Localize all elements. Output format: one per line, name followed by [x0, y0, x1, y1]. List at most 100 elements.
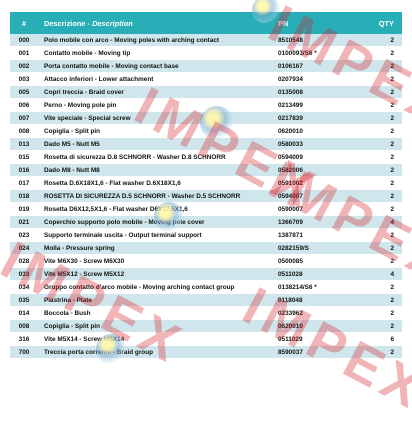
cell-pos: 016 — [10, 163, 38, 177]
table-row: 016 Dado M8 - Nutt M8 0582006 2 — [10, 163, 402, 177]
cell-qty: 2 — [364, 34, 402, 47]
table-row: 001 Contatto mobile - Moving tip 0100093/S… — [10, 46, 402, 60]
table-row: 035 Piastrina - Plate 0118048 2 — [10, 293, 402, 307]
cell-pos: 001 — [10, 46, 38, 60]
cell-description: Dado M8 - Nutt M8 — [38, 163, 272, 177]
cell-pos: 018 — [10, 189, 38, 203]
cell-description: Porta contatto mobile - Moving contact b… — [38, 59, 272, 73]
cell-pn: 0620010 — [272, 319, 364, 333]
cell-qty: 2 — [364, 72, 402, 86]
cell-pn: 0590007 — [272, 202, 364, 216]
cell-pn: 0217839 — [272, 111, 364, 125]
cell-description: Rosetta D6X12,5X1,6 - Flat washer D6X12,… — [38, 202, 272, 216]
cell-description: Vite M6X30 - Screw M6X30 — [38, 254, 272, 268]
table-row: 006 Perno - Moving pole pin 0213499 2 — [10, 98, 402, 112]
cell-pn: 0594009 — [272, 150, 364, 164]
table-row: 014 Boccola - Bush 0233962 2 — [10, 306, 402, 320]
col-header-pn: PN — [272, 12, 364, 34]
cell-pos: 008 — [10, 124, 38, 138]
cell-description: Vite M5X14 - Screw M5X14 — [38, 332, 272, 346]
cell-description: Attacco inferiori - Lower attachment — [38, 72, 272, 86]
cell-qty: 2 — [364, 202, 402, 216]
cell-qty: 2 — [364, 254, 402, 268]
cell-pos: 000 — [10, 34, 38, 47]
cell-description: Piastrina - Plate — [38, 293, 272, 307]
cell-pn: 1387871 — [272, 228, 364, 242]
cell-description: Boccola - Bush — [38, 306, 272, 320]
cell-pos: 035 — [10, 293, 38, 307]
table-row: 005 Copri treccia - Braid cover 0135008 2 — [10, 85, 402, 99]
table-row: 316 Vite M5X14 - Screw M5X14 0511029 6 — [10, 332, 402, 346]
cell-qty: 2 — [364, 176, 402, 190]
cell-pos: 021 — [10, 215, 38, 229]
cell-pn: 0582006 — [272, 163, 364, 177]
cell-pos: 002 — [10, 59, 38, 73]
cell-pos: 005 — [10, 85, 38, 99]
cell-pos: 006 — [10, 98, 38, 112]
table-row: 008 Copiglia - Split pin 0620010 2 — [10, 319, 402, 333]
col-header-pos: # — [10, 12, 38, 34]
cell-qty: 2 — [364, 241, 402, 255]
table-row: 015 Rosetta di sicurezza D.8 SCHNORR - Wa… — [10, 150, 402, 164]
cell-qty: 2 — [364, 345, 402, 359]
cell-description: Coperchio supporto polo mobile - Moving … — [38, 215, 272, 229]
table-row: 018 ROSETTA DI SICUREZZA D.5 SCHNORR - Wa… — [10, 189, 402, 203]
cell-pos: 033 — [10, 267, 38, 281]
col-header-description-it: Descrizione - — [44, 18, 93, 28]
cell-pos: 008 — [10, 319, 38, 333]
table-header-row: # Descrizione - Description PN QTY — [10, 12, 402, 34]
cell-qty: 6 — [364, 332, 402, 346]
cell-description: Vite speciale - Special screw — [38, 111, 272, 125]
table-row: 003 Attacco inferiori - Lower attachment 0… — [10, 72, 402, 86]
cell-description: Copri treccia - Braid cover — [38, 85, 272, 99]
cell-description: Contatto mobile - Moving tip — [38, 46, 272, 60]
cell-pn: 0213499 — [272, 98, 364, 112]
table-row: 002 Porta contatto mobile - Moving contac… — [10, 59, 402, 73]
cell-pos: 023 — [10, 228, 38, 242]
cell-pn: 1366709 — [272, 215, 364, 229]
cell-pn: 0511029 — [272, 332, 364, 346]
cell-pos: 017 — [10, 176, 38, 190]
cell-qty: 2 — [364, 228, 402, 242]
cell-pn: 0500085 — [272, 254, 364, 268]
table-row: 024 Molla - Pressure spring 0282159/S 2 — [10, 241, 402, 255]
table-row: 017 Rosetta D.6X18X1,6 - Flat washer D.6X… — [10, 176, 402, 190]
cell-pn: 0135008 — [272, 85, 364, 99]
cell-qty: 2 — [364, 46, 402, 60]
table-row: 013 Dado M5 - Nutt M5 0580033 2 — [10, 137, 402, 151]
cell-pos: 028 — [10, 254, 38, 268]
table-row: 019 Rosetta D6X12,5X1,6 - Flat washer D6X… — [10, 202, 402, 216]
cell-qty: 2 — [364, 189, 402, 203]
cell-qty: 2 — [364, 98, 402, 112]
table-row: 008 Copiglia - Split pin 0620010 2 — [10, 124, 402, 138]
cell-description: Dado M5 - Nutt M5 — [38, 137, 272, 151]
table-row: 021 Coperchio supporto polo mobile - Movi… — [10, 215, 402, 229]
cell-qty: 4 — [364, 267, 402, 281]
cell-qty: 2 — [364, 59, 402, 73]
cell-description: Vite M5X12 - Screw M5X12 — [38, 267, 272, 281]
cell-pn: 0100093/S6 * — [272, 46, 364, 60]
cell-pn: 0591002 — [272, 176, 364, 190]
cell-description: Rosetta di sicurezza D.8 SCHNORR - Washe… — [38, 150, 272, 164]
cell-pos: 014 — [10, 306, 38, 320]
cell-description: Molla - Pressure spring — [38, 241, 272, 255]
cell-pos: 013 — [10, 137, 38, 151]
cell-pn: 0118048 — [272, 293, 364, 307]
cell-pos: 316 — [10, 332, 38, 346]
cell-qty: 2 — [364, 319, 402, 333]
cell-pos: 015 — [10, 150, 38, 164]
cell-qty: 2 — [364, 85, 402, 99]
cell-description: Polo mobile con arco - Moving poles with… — [38, 34, 272, 47]
cell-qty: 2 — [364, 306, 402, 320]
cell-qty: 2 — [364, 163, 402, 177]
cell-description: Copiglia - Split pin — [38, 319, 272, 333]
cell-pos: 019 — [10, 202, 38, 216]
cell-description: Treccia porta corrente - Braid group — [38, 345, 272, 359]
cell-pn: 0207934 — [272, 72, 364, 86]
cell-pn: 0580033 — [272, 137, 364, 151]
cell-pos: 034 — [10, 280, 38, 294]
cell-pos: 024 — [10, 241, 38, 255]
table-row: 023 Supporto terminale uscita - Output te… — [10, 228, 402, 242]
col-header-qty: QTY — [364, 12, 402, 34]
cell-description: Copiglia - Split pin — [38, 124, 272, 138]
